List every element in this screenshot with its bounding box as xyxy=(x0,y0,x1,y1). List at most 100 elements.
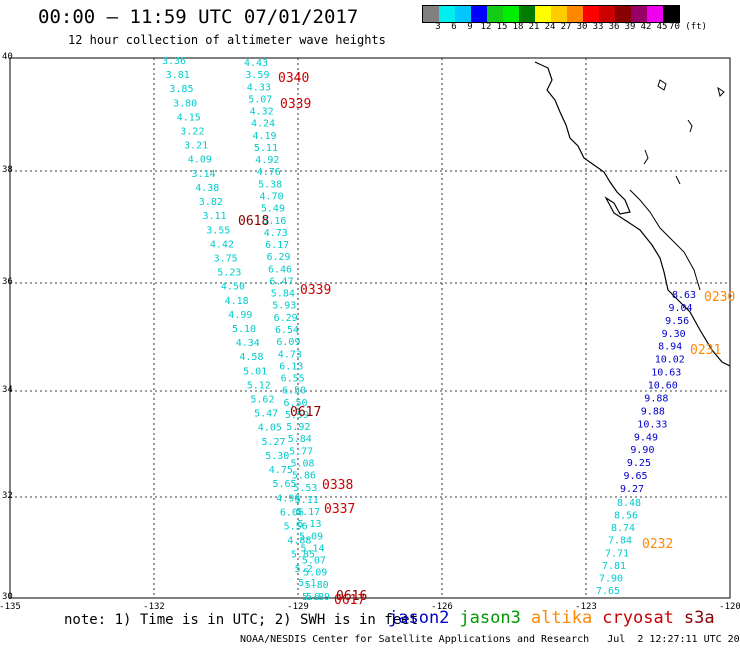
y-tick-label: 32 xyxy=(2,491,13,501)
colorbar-swatch xyxy=(663,6,679,22)
colorbar-swatch xyxy=(503,6,519,22)
swh-value: 5.53 xyxy=(293,483,317,494)
swh-value: 4.76 xyxy=(257,167,281,178)
pass-time-label: 0339 xyxy=(300,283,331,298)
map-grid xyxy=(10,58,730,598)
swh-value: 4.75 xyxy=(269,465,293,476)
swh-value: 9.90 xyxy=(630,445,654,456)
swh-value: 4.09 xyxy=(188,155,212,166)
colorbar-label: 21 xyxy=(528,22,540,32)
swh-value: 5.13 xyxy=(298,519,322,530)
swh-value: 9.88 xyxy=(644,394,668,405)
colorbar-swatch xyxy=(535,6,551,22)
swh-value: 6.09 xyxy=(276,337,300,348)
swh-value: 5.09 xyxy=(303,568,327,579)
swh-value: 5.09 xyxy=(299,531,323,542)
colorbar-swatch xyxy=(615,6,631,22)
swh-value: 3.82 xyxy=(199,197,223,208)
legend-item-cryosat: cryosat xyxy=(602,608,674,628)
swh-value: 3.22 xyxy=(180,127,204,138)
swh-value: 5.59 xyxy=(285,410,309,421)
x-tick-label: -132 xyxy=(143,602,165,612)
swh-value: 3.11 xyxy=(203,211,227,222)
pass-time-label: 0232 xyxy=(642,537,673,552)
satellite-legend: jason2 jason3 altika cryosat s3a xyxy=(388,608,725,628)
colorbar-swatch xyxy=(423,6,439,22)
colorbar-swatch xyxy=(583,6,599,22)
swh-value: 10.33 xyxy=(637,419,667,430)
colorbar-swatch xyxy=(471,6,487,22)
swh-value: 4.33 xyxy=(247,82,271,93)
swh-value: 5.93 xyxy=(272,301,296,312)
swh-value: 7.84 xyxy=(608,536,632,547)
colorbar-label: 3 xyxy=(435,22,441,32)
swh-value: 9.25 xyxy=(627,458,651,469)
pass-time-label: 0340 xyxy=(278,71,309,86)
footer-credit: NOAA/NESDIS Center for Satellite Applica… xyxy=(240,634,740,645)
swh-value: 5.62 xyxy=(250,395,274,406)
colorbar-swatch xyxy=(487,6,503,22)
swh-value: 4.50 xyxy=(221,282,245,293)
swh-value: 9.65 xyxy=(624,471,648,482)
swh-value: 9.30 xyxy=(662,329,686,340)
swh-value: 5.01 xyxy=(243,366,267,377)
swh-value: 7.81 xyxy=(602,561,626,572)
swh-value: 4.34 xyxy=(236,338,260,349)
colorbar-labels: 3 6 9 12 15 18 21 24 27 30 33 36 39 42 45 70 (ft) xyxy=(422,22,740,34)
swh-value: 8.94 xyxy=(658,342,682,353)
swh-value: 3.14 xyxy=(192,169,216,180)
colorbar-swatch xyxy=(567,6,583,22)
colorbar-label: 27 xyxy=(560,22,572,32)
y-tick-label: 30 xyxy=(2,592,13,602)
legend-item-jason3: jason3 xyxy=(459,608,521,628)
swh-value: 3.36 xyxy=(162,56,186,67)
swh-value: 4.32 xyxy=(250,107,274,118)
swh-value: 5.10 xyxy=(232,324,256,335)
swh-value: 4.99 xyxy=(228,310,252,321)
swh-value: 10.60 xyxy=(648,381,678,392)
swh-value: 5.23 xyxy=(217,268,241,279)
swh-value: 3.55 xyxy=(206,225,230,236)
x-tick-label: -126 xyxy=(431,602,453,612)
swh-value: 5.16 xyxy=(262,216,286,227)
swh-value: 5.89 xyxy=(306,592,330,603)
colorbar-label: 24 xyxy=(544,22,556,32)
swh-value: 6.50 xyxy=(284,398,308,409)
swh-value: 5.56 xyxy=(284,522,308,533)
wave-height-marks: 3.36 3.81 3.85 3.80 4.15 3.22 3.21 4.09 3.14 4.38… xyxy=(162,56,735,608)
colorbar-swatch xyxy=(631,6,647,22)
swh-value: 4.42 xyxy=(210,239,234,250)
swh-value: 7.90 xyxy=(599,573,623,584)
swh-value: 6.50 xyxy=(282,386,306,397)
y-tick-label: 40 xyxy=(2,52,13,62)
swh-value: 9.56 xyxy=(665,316,689,327)
swh-value: 5.14 xyxy=(300,544,324,555)
swh-value: 3.21 xyxy=(184,141,208,152)
swh-value: 6.46 xyxy=(268,264,292,275)
colorbar-label: 18 xyxy=(512,22,524,32)
swh-value: 5.07 xyxy=(302,556,326,567)
swh-value: 6.29 xyxy=(274,313,298,324)
y-tick-label: 38 xyxy=(2,165,13,175)
x-tick-label: -123 xyxy=(575,602,597,612)
swh-value: 10.63 xyxy=(651,368,681,379)
swh-value: 4.96 xyxy=(276,493,300,504)
swh-colorbar xyxy=(422,5,680,23)
map-subtitle: 12 hour collection of altimeter wave hei… xyxy=(68,33,386,47)
swh-value: 4.58 xyxy=(239,352,263,363)
swh-value: 6.06 xyxy=(280,507,304,518)
colorbar-label: 30 xyxy=(576,22,588,32)
pass-time-label: 0231 xyxy=(690,343,721,358)
swh-value: 8.63 xyxy=(672,290,696,301)
colorbar-swatch xyxy=(647,6,663,22)
colorbar-swatch xyxy=(439,6,455,22)
swh-value: 6.54 xyxy=(275,325,299,336)
colorbar-label: 45 xyxy=(656,22,668,32)
swh-value: 5.1 xyxy=(298,578,316,589)
swh-value: 4.19 xyxy=(253,131,277,142)
colorbar-label: 39 xyxy=(624,22,636,32)
colorbar-label: 33 xyxy=(592,22,604,32)
swh-value: 5.77 xyxy=(289,446,313,457)
